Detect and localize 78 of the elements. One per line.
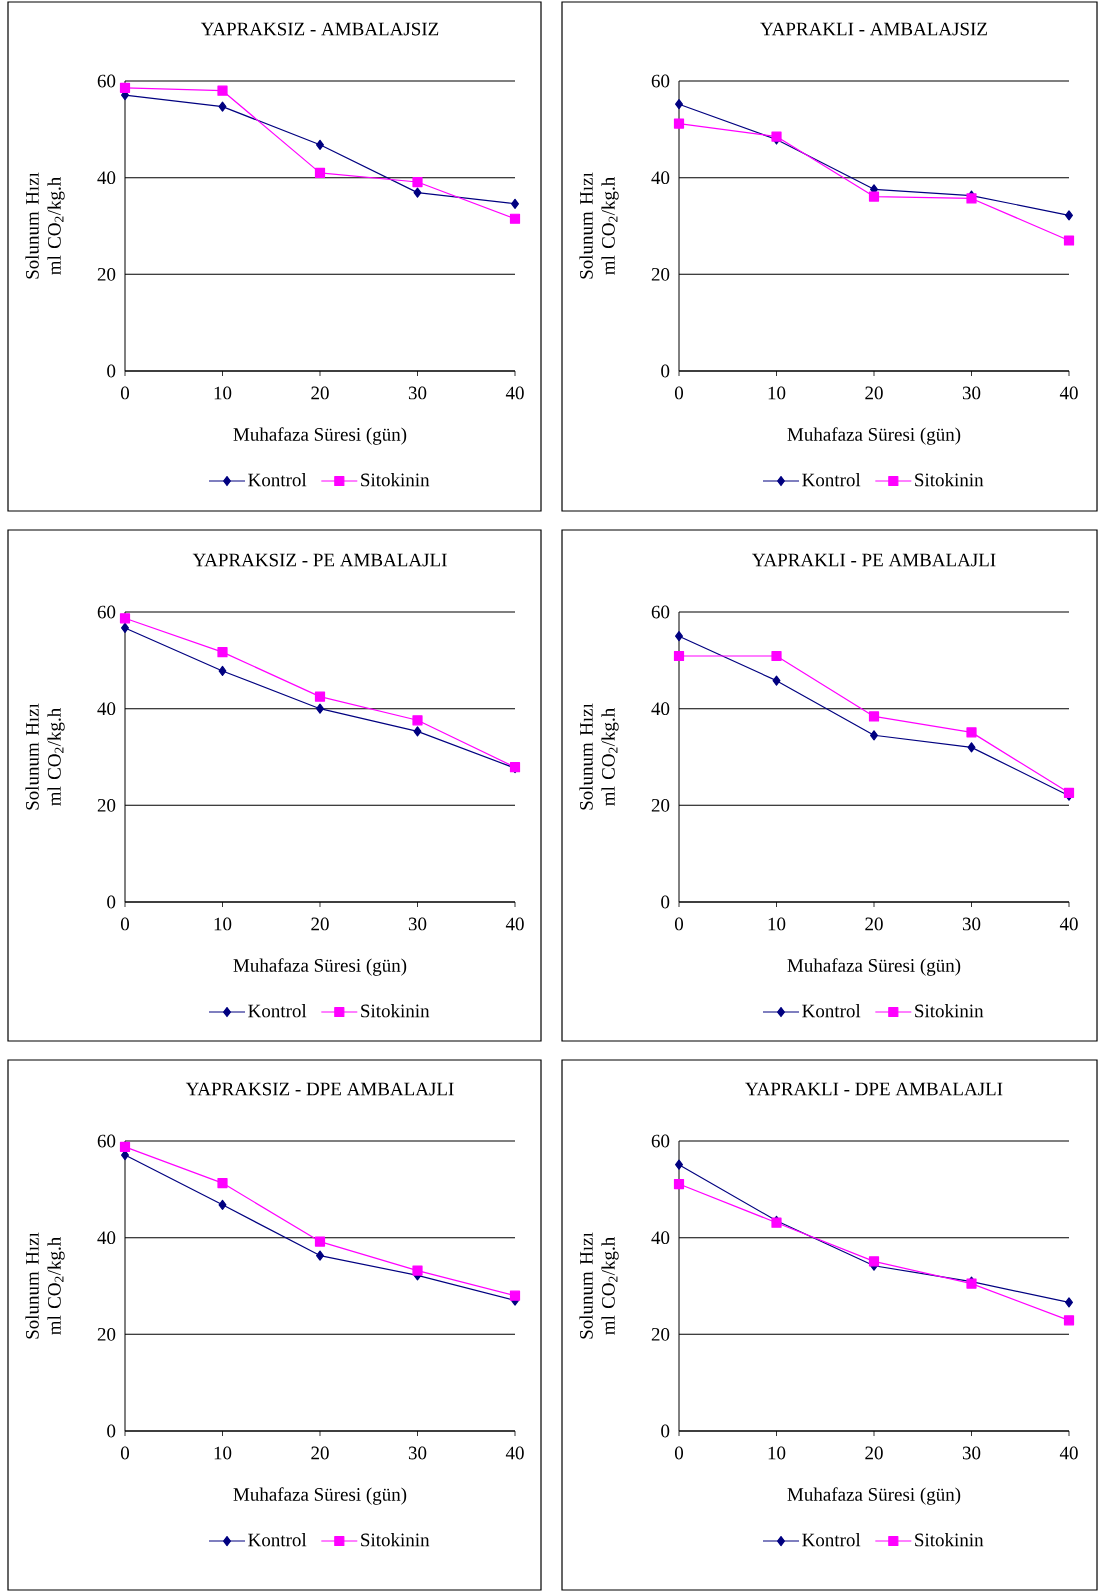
x-tick-label: 30 [408, 386, 427, 400]
chart-title: YAPRAKLI - AMBALAJSIZ [760, 22, 987, 36]
legend-label: Kontrol [248, 1533, 307, 1547]
y-tick-label: 20 [651, 267, 670, 281]
x-tick-label: 30 [408, 917, 427, 931]
x-axis-title: Muhafaza Süresi (gün) [233, 1487, 407, 1505]
x-tick-label: 40 [505, 1446, 524, 1460]
x-tick-label: 0 [120, 1446, 130, 1460]
y-tick-label: 20 [97, 267, 116, 281]
y-tick-label: 60 [97, 1134, 116, 1148]
legend-label: Kontrol [802, 473, 861, 487]
x-tick-label: 40 [1059, 386, 1078, 400]
x-tick-label: 0 [120, 386, 130, 400]
y-tick-label: 0 [661, 895, 670, 909]
x-tick-label: 0 [674, 1446, 684, 1460]
x-tick-label: 10 [214, 917, 232, 931]
y-tick-label: 60 [651, 74, 670, 88]
x-tick-label: 10 [768, 1446, 786, 1460]
y-tick-label: 60 [651, 1134, 670, 1148]
y-tick-label: 40 [97, 171, 116, 185]
x-tick-label: 30 [962, 1446, 981, 1460]
legend-label: Kontrol [802, 1533, 861, 1547]
chart-title: YAPRAKLI - PE AMBALAJLI [752, 553, 996, 567]
y-tick-label: 20 [97, 1327, 116, 1341]
x-tick-label: 40 [505, 386, 524, 400]
y-tick-label: 40 [97, 702, 116, 716]
y-tick-label: 40 [97, 1231, 116, 1245]
x-tick-label: 0 [120, 917, 130, 931]
x-tick-label: 10 [768, 386, 786, 400]
y-tick-label: 0 [107, 364, 116, 378]
x-tick-label: 40 [1059, 1446, 1078, 1460]
x-axis-title: Muhafaza Süresi (gün) [233, 427, 407, 445]
y-tick-label: 40 [651, 702, 670, 716]
chart-title: YAPRAKSIZ - AMBALAJSIZ [200, 22, 439, 36]
x-tick-label: 20 [865, 386, 883, 400]
y-tick-label: 40 [651, 1231, 670, 1245]
x-tick-label: 0 [674, 386, 684, 400]
chart-title: YAPRAKSIZ - DPE AMBALAJLI [185, 1082, 454, 1096]
chart-title: YAPRAKSIZ - PE AMBALAJLI [192, 553, 447, 567]
y-tick-label: 0 [661, 364, 670, 378]
legend-label: Kontrol [802, 1004, 861, 1018]
y-tick-label: 60 [97, 74, 116, 88]
x-tick-label: 30 [408, 1446, 427, 1460]
y-tick-label: 0 [661, 1424, 670, 1438]
x-tick-label: 20 [311, 917, 329, 931]
x-axis-title: Muhafaza Süresi (gün) [787, 958, 961, 976]
legend-label: Sitokinin [915, 1533, 984, 1547]
legend-label: Sitokinin [915, 473, 984, 487]
legend-label: Sitokinin [361, 473, 430, 487]
x-tick-label: 40 [505, 917, 524, 931]
x-tick-label: 10 [768, 917, 786, 931]
y-tick-label: 60 [651, 605, 670, 619]
legend-label: Sitokinin [361, 1533, 430, 1547]
x-tick-label: 10 [214, 1446, 232, 1460]
x-axis-title: Muhafaza Süresi (gün) [787, 1487, 961, 1505]
x-tick-label: 30 [962, 386, 981, 400]
y-tick-label: 40 [651, 171, 670, 185]
x-tick-label: 20 [865, 1446, 883, 1460]
x-tick-label: 30 [962, 917, 981, 931]
y-tick-label: 0 [107, 1424, 116, 1438]
x-tick-label: 20 [311, 386, 329, 400]
y-tick-label: 20 [651, 1327, 670, 1341]
x-axis-title: Muhafaza Süresi (gün) [233, 958, 407, 976]
x-tick-label: 20 [865, 917, 883, 931]
y-tick-label: 20 [97, 798, 116, 812]
y-tick-label: 60 [97, 605, 116, 619]
x-tick-label: 10 [214, 386, 232, 400]
legend-label: Kontrol [248, 473, 307, 487]
legend-label: Sitokinin [361, 1004, 430, 1018]
x-tick-label: 40 [1059, 917, 1078, 931]
x-axis-title: Muhafaza Süresi (gün) [787, 427, 961, 445]
y-tick-label: 0 [107, 895, 116, 909]
y-tick-label: 20 [651, 798, 670, 812]
x-tick-label: 0 [674, 917, 684, 931]
legend-label: Sitokinin [915, 1004, 984, 1018]
x-tick-label: 20 [311, 1446, 329, 1460]
legend-label: Kontrol [248, 1004, 307, 1018]
chart-title: YAPRAKLI - DPE AMBALAJLI [745, 1082, 1003, 1096]
